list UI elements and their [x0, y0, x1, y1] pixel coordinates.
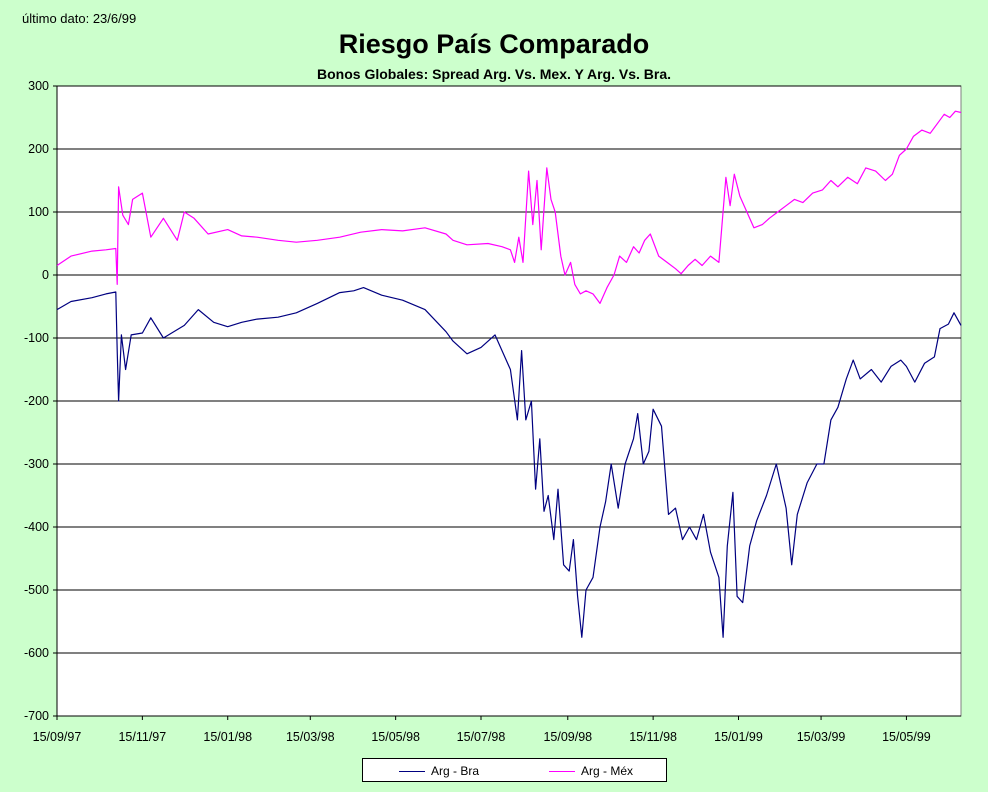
- y-tick-label: -200: [24, 394, 49, 408]
- y-tick-label: -100: [24, 331, 49, 345]
- chart-title: Riesgo País Comparado: [338, 29, 650, 59]
- y-tick-label: 200: [28, 142, 49, 156]
- y-tick-label: -700: [24, 709, 49, 723]
- x-tick-label: 15/01/98: [203, 730, 252, 744]
- y-tick-label: 300: [28, 79, 49, 93]
- legend-swatch-arg-bra: [399, 770, 425, 772]
- x-tick-label: 15/07/98: [457, 730, 506, 744]
- x-tick-label: 15/01/99: [714, 730, 763, 744]
- legend-label-arg-mex: Arg - Méx: [581, 764, 634, 778]
- x-tick-label: 15/11/97: [118, 730, 166, 744]
- y-tick-label: -600: [24, 646, 49, 660]
- legend-item-arg-bra: Arg - Bra: [399, 764, 479, 778]
- y-tick-label: -500: [24, 583, 49, 597]
- x-tick-label: 15/05/98: [371, 730, 420, 744]
- chart-legend: Arg - Bra Arg - Méx: [362, 758, 667, 782]
- legend-label-arg-bra: Arg - Bra: [431, 764, 480, 778]
- x-tick-label: 15/09/98: [543, 730, 592, 744]
- y-tick-label: 0: [42, 268, 49, 282]
- legend-swatch-arg-mex: [549, 770, 575, 772]
- x-tick-label: 15/05/99: [882, 730, 931, 744]
- last-data-note: último dato: 23/6/99: [22, 11, 137, 26]
- y-tick-label: 100: [28, 205, 49, 219]
- x-tick-label: 15/03/99: [797, 730, 846, 744]
- y-tick-label: -300: [24, 457, 49, 471]
- y-tick-label: -400: [24, 520, 49, 534]
- series-line-arg-mex: [56, 110, 962, 304]
- x-tick-label: 15/11/98: [629, 730, 677, 744]
- chart-subtitle: Bonos Globales: Spread Arg. Vs. Mex. Y A…: [317, 66, 671, 82]
- legend-item-arg-mex: Arg - Méx: [549, 764, 633, 778]
- series-line-arg-bra: [56, 287, 962, 638]
- x-tick-label: 15/09/97: [33, 730, 82, 744]
- x-tick-label: 15/03/98: [286, 730, 335, 744]
